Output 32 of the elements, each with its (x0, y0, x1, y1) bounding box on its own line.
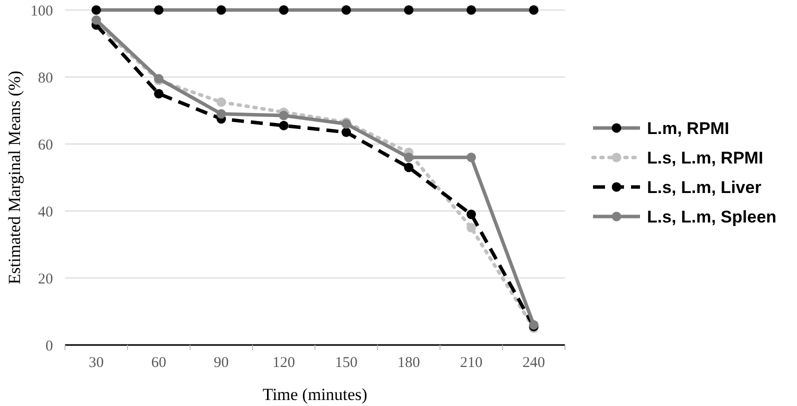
point (404, 162, 414, 172)
x-tick-label: 210 (460, 355, 482, 371)
point (466, 223, 476, 232)
point (216, 97, 226, 107)
legend-label: L.s, L.m, Spleen (647, 207, 776, 226)
legend-label: L.m, RPMI (647, 118, 730, 138)
x-tick-label: 60 (151, 355, 166, 371)
point (466, 152, 476, 162)
x-tick-label: 180 (398, 355, 420, 371)
point (154, 89, 164, 98)
point (92, 15, 101, 25)
legend-label: L.s, L.m, RPMI (647, 148, 764, 168)
x-axis-title: Time (minutes) (262, 385, 368, 404)
point (342, 128, 351, 137)
x-tick-label: 120 (272, 355, 295, 371)
point (404, 152, 414, 162)
point (216, 109, 226, 119)
x-tick-label: 30 (88, 355, 104, 371)
point (466, 210, 476, 220)
x-tick-label: 240 (522, 355, 545, 371)
x-tick-label: 90 (214, 355, 229, 371)
y-tick-label: 40 (38, 204, 53, 220)
y-tick-label: 60 (38, 137, 53, 154)
point (279, 110, 288, 120)
y-axis-title: Estimated Marginal Means (%) (5, 70, 24, 284)
y-tick-label: 20 (38, 271, 53, 288)
legend-label: L.s, L.m, Liver (647, 178, 762, 197)
y-tick-label: 80 (38, 70, 53, 86)
y-tick-label: 0 (46, 338, 53, 354)
x-tick-label: 150 (335, 355, 358, 371)
point (279, 120, 288, 130)
y-tick-label: 100 (30, 3, 53, 20)
